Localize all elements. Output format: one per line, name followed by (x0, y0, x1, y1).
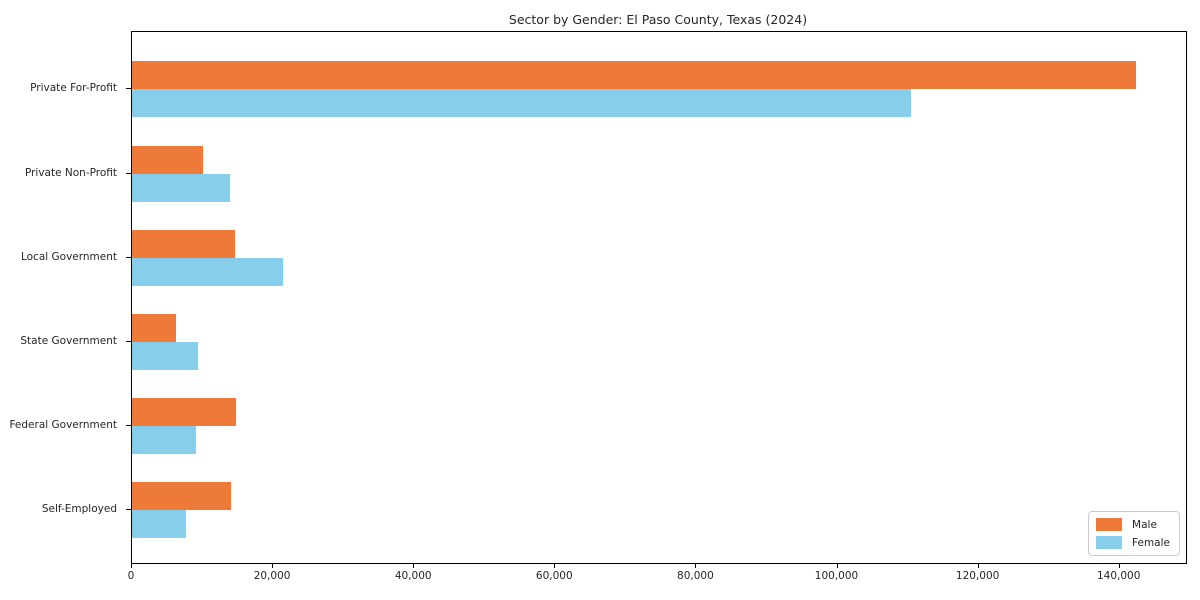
legend-entry-female: Female (1096, 536, 1170, 549)
legend-swatch-female-icon (1096, 536, 1123, 549)
bar-female-private-non-profit (132, 173, 231, 202)
xtick-mark (413, 563, 415, 568)
bar-female-local-government (132, 257, 283, 286)
legend: Male Female (1088, 511, 1180, 556)
legend-entry-male: Male (1096, 518, 1170, 531)
ytick-mark (126, 425, 131, 427)
bar-male-self-employed (132, 482, 231, 511)
xtick-label-80-000: 80,000 (677, 570, 714, 582)
plot-area: Male Female (131, 31, 1187, 564)
ytick-mark (126, 172, 131, 174)
xtick-label-140-000: 140,000 (1096, 570, 1141, 582)
ytick-label-self-employed: Self-Employed (41, 503, 117, 516)
ytick-label-local-government: Local Government (20, 250, 117, 263)
xtick-mark (554, 563, 556, 568)
bar-female-private-for-profit (132, 89, 911, 118)
bar-male-private-for-profit (132, 61, 1136, 90)
legend-label-male: Male (1132, 518, 1157, 531)
chart-title: Sector by Gender: El Paso County, Texas … (508, 12, 808, 27)
legend-label-female: Female (1132, 536, 1170, 549)
xtick-label-40-000: 40,000 (394, 570, 432, 582)
xtick-mark (131, 563, 132, 568)
bar-male-federal-government (132, 398, 236, 427)
xtick-mark (836, 563, 838, 568)
ytick-label-federal-government: Federal Government (9, 419, 117, 432)
xtick-label-100-000: 100,000 (814, 570, 859, 582)
ytick-label-private-for-profit: Private For-Profit (30, 82, 117, 95)
xtick-mark (272, 563, 274, 568)
ytick-mark (126, 509, 131, 511)
xtick-label-120-000: 120,000 (955, 570, 1000, 582)
xtick-mark (695, 563, 697, 568)
bar-female-self-employed (132, 510, 187, 539)
bar-female-state-government (132, 342, 199, 370)
xtick-label-0: 0 (127, 570, 135, 582)
ytick-mark (126, 256, 131, 258)
ytick-mark (126, 341, 131, 342)
ytick-mark (126, 88, 131, 90)
legend-swatch-male-icon (1096, 518, 1123, 531)
xtick-label-60-000: 60,000 (535, 570, 573, 582)
xtick-mark (1118, 563, 1120, 568)
ytick-label-private-non-profit: Private Non-Profit (24, 166, 117, 179)
xtick-label-20-000: 20,000 (253, 570, 291, 582)
xtick-mark (977, 563, 979, 568)
bar-male-state-government (132, 314, 176, 342)
bar-male-private-non-profit (132, 145, 203, 174)
bar-male-local-government (132, 229, 235, 258)
bar-female-federal-government (132, 426, 197, 455)
ytick-label-state-government: State Government (20, 335, 117, 347)
